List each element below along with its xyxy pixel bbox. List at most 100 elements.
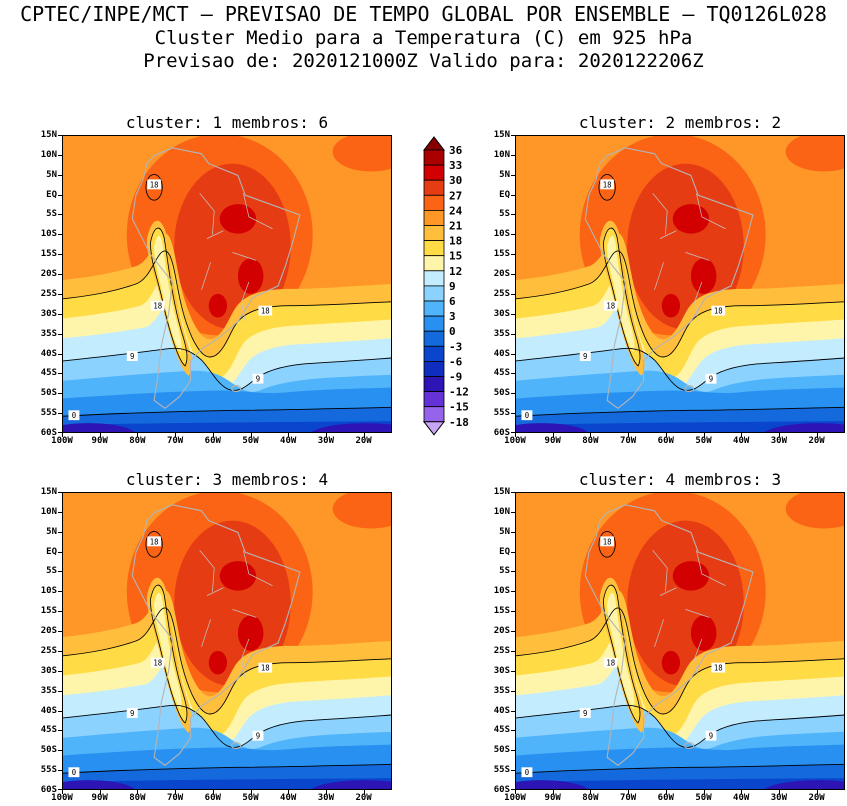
lat-label: 50S (493, 745, 510, 756)
colorbar-level-label: 30 (449, 174, 462, 187)
colorbar-segment (423, 285, 445, 302)
colorbar-segment (423, 300, 445, 317)
lat-tick (511, 770, 515, 772)
lat-tick (58, 393, 62, 395)
lon-tick (552, 433, 554, 437)
colorbar-level-label: 27 (449, 189, 462, 202)
lat-axis: 15N 10N 5N EQ 5S 10S 15S 20S 25S 30S 35S 40S 45S 50S 5… (487, 131, 515, 438)
lat-label: 45S (40, 368, 57, 379)
lat-label: 55S (493, 765, 510, 776)
lat-label: 30S (493, 308, 510, 319)
colorbar-segment (423, 376, 445, 393)
lon-label: 60W (204, 436, 221, 446)
lat-tick (58, 254, 62, 256)
map-frame (62, 135, 392, 433)
lat-tick (511, 274, 515, 276)
lat-label: 10N (493, 149, 510, 160)
plot-title: Cluster Medio para a Temperatura (C) em … (154, 27, 693, 49)
lon-label: 70W (166, 793, 184, 803)
lon-axis: 100W 90W 80W 70W 60W 50W 40W 30W 20W (51, 790, 392, 804)
lon-label: 30W (770, 793, 788, 803)
lon-tick (99, 433, 101, 437)
lat-label: 5S (46, 566, 57, 577)
lat-tick (58, 710, 62, 712)
lat-tick (58, 770, 62, 772)
lat-tick (511, 492, 515, 493)
lat-tick (511, 531, 515, 533)
colorbar-level-label: -12 (449, 386, 469, 399)
lat-label: 40S (493, 348, 510, 359)
colorbar-level-label: 18 (449, 235, 462, 248)
colorbar-level-label: 6 (449, 295, 456, 308)
map-frame (515, 492, 845, 790)
lat-label: 25S (40, 288, 57, 299)
lat-tick (58, 531, 62, 533)
lat-tick (58, 750, 62, 752)
lat-label: 20S (40, 269, 57, 280)
lon-axis: 100W 90W 80W 70W 60W 50W 40W 30W 20W (504, 790, 845, 804)
lat-tick (511, 750, 515, 752)
colorbar-level-label: 15 (449, 250, 462, 263)
lat-tick (58, 154, 62, 156)
lon-label: 90W (91, 793, 108, 803)
lon-label: 80W (582, 793, 599, 803)
lon-tick (515, 433, 516, 437)
lat-label: 25S (493, 645, 510, 656)
lat-tick (58, 373, 62, 375)
temperature-map-cluster-4 (516, 493, 844, 789)
lat-label: 50S (493, 388, 510, 399)
lat-tick (58, 194, 62, 196)
lat-label: 35S (493, 685, 510, 696)
colorbar-level-label: 21 (449, 220, 463, 233)
lon-tick (628, 433, 630, 437)
lon-tick (212, 790, 214, 794)
lat-tick (511, 373, 515, 375)
lat-tick (58, 432, 62, 433)
lon-tick (175, 433, 177, 437)
lat-tick (511, 254, 515, 256)
lat-label: 25S (493, 288, 510, 299)
lon-label: 100W (504, 436, 526, 446)
lat-label: 15S (493, 249, 510, 260)
colorbar-level-label: -18 (449, 416, 469, 429)
lon-axis: 100W 90W 80W 70W 60W 50W 40W 30W 20W (504, 433, 845, 447)
lat-label: EQ (46, 189, 57, 200)
colorbar-level-label: -9 (449, 371, 462, 384)
lat-label: 20S (493, 269, 510, 280)
lat-axis: 15N 10N 5N EQ 5S 10S 15S 20S 25S 30S 35S 40S 45S 50S 5… (487, 488, 515, 795)
lon-label: 40W (733, 793, 750, 803)
lat-label: 5N (499, 169, 510, 180)
lat-label: 5S (46, 209, 57, 220)
colorbar-segment (423, 149, 445, 166)
lat-axis: 15N 10N 5N EQ 5S 10S 15S 20S 25S 30S 35S 40S 45S 50S 5… (34, 131, 62, 438)
lat-label: 60S (40, 428, 57, 438)
lon-tick (703, 790, 705, 794)
lon-tick (590, 790, 592, 794)
temperature-map-cluster-3 (63, 493, 391, 789)
lat-tick (58, 333, 62, 335)
colorbar-segment (423, 345, 445, 362)
lat-tick (58, 511, 62, 513)
lat-tick (511, 353, 515, 355)
lat-label: 5S (499, 209, 510, 220)
lat-label: 35S (40, 685, 57, 696)
lat-axis: 15N 10N 5N EQ 5S 10S 15S 20S 25S 30S 35S 40S 45S 50S 5… (34, 488, 62, 795)
colorbar-level-label: -6 (449, 355, 463, 368)
lon-tick (99, 790, 101, 794)
colorbar-level-label: -3 (449, 340, 462, 353)
lat-label: 50S (40, 388, 57, 399)
lon-label: 30W (770, 436, 788, 446)
lat-tick (511, 591, 515, 593)
lon-tick (741, 790, 743, 794)
lat-tick (511, 174, 515, 176)
lat-label: 10N (40, 149, 57, 160)
lat-tick (58, 234, 62, 236)
lon-tick (778, 790, 780, 794)
lon-label: 20W (808, 436, 825, 446)
map-frame (515, 135, 845, 433)
lat-tick (511, 214, 515, 216)
lat-tick (511, 730, 515, 732)
lon-label: 50W (695, 436, 712, 446)
colorbar-level-label: 24 (449, 204, 463, 217)
lat-label: 15S (40, 606, 57, 617)
